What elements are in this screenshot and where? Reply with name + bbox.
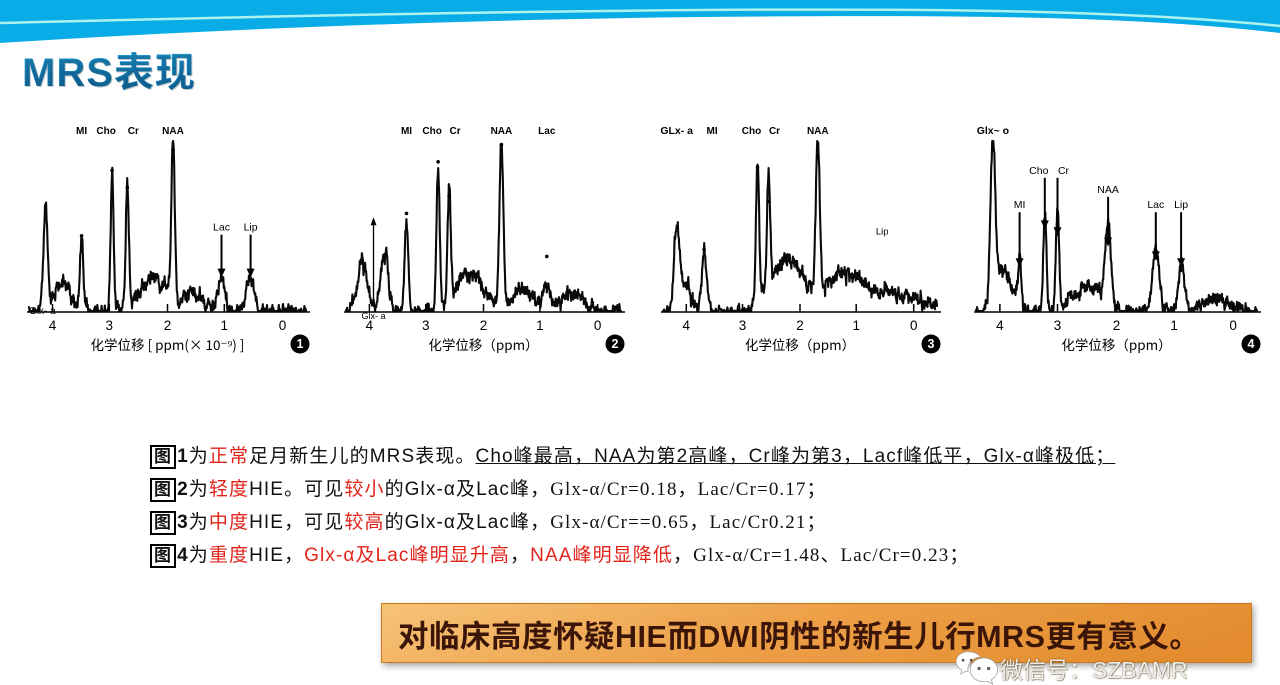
svg-text:1: 1	[1170, 318, 1178, 333]
svg-text:4: 4	[683, 318, 691, 333]
svg-text:4: 4	[1248, 337, 1255, 351]
svg-text:0: 0	[279, 318, 287, 333]
svg-text:化学位移 [ ppm(× 10⁻⁹) ]: 化学位移 [ ppm(× 10⁻⁹) ]	[91, 334, 245, 354]
svg-text:Lac: Lac	[538, 126, 556, 137]
svg-text:Glx~ o: Glx~ o	[977, 125, 1009, 137]
svg-text:MI: MI	[707, 126, 718, 137]
svg-text:2: 2	[164, 318, 172, 333]
svg-text:3: 3	[739, 318, 747, 333]
svg-text:MI: MI	[76, 126, 87, 137]
svg-text:NAA: NAA	[807, 126, 829, 137]
svg-text:Glx- a: Glx- a	[361, 311, 385, 321]
svg-text:0: 0	[594, 318, 602, 333]
svg-text:3: 3	[1054, 318, 1062, 333]
svg-text:2: 2	[796, 318, 804, 333]
svg-text:2: 2	[480, 318, 488, 333]
svg-text:NAA: NAA	[491, 126, 513, 137]
svg-text:NAA: NAA	[162, 126, 184, 137]
svg-text:1: 1	[221, 318, 229, 333]
svg-text:Lip: Lip	[1174, 199, 1188, 211]
svg-text:4: 4	[49, 318, 57, 333]
svg-text:Lip: Lip	[244, 222, 258, 234]
svg-text:Cr: Cr	[128, 126, 139, 137]
svg-text:化学位移（ppm）: 化学位移（ppm）	[428, 334, 538, 354]
svg-text:MI: MI	[1014, 199, 1026, 211]
svg-text:1: 1	[297, 337, 304, 351]
svg-text:化学位移（ppm）: 化学位移（ppm）	[745, 334, 855, 354]
svg-text:4: 4	[996, 318, 1004, 333]
svg-text:3: 3	[106, 318, 114, 333]
svg-text:Lip: Lip	[876, 227, 889, 238]
svg-text:Lac: Lac	[1147, 199, 1164, 211]
svg-text:1: 1	[852, 318, 860, 333]
svg-text:Lac: Lac	[213, 222, 230, 234]
svg-text:Cho: Cho	[96, 126, 115, 137]
svg-text:Cho: Cho	[1029, 165, 1048, 177]
svg-text:NAA: NAA	[1097, 184, 1119, 196]
svg-text:2: 2	[612, 337, 619, 351]
svg-text:Cr: Cr	[1058, 165, 1070, 177]
svg-text:GLx- a: GLx- a	[660, 125, 693, 137]
svg-text:0: 0	[910, 318, 918, 333]
svg-text:Cho: Cho	[422, 126, 441, 137]
svg-text:0: 0	[1229, 318, 1237, 333]
svg-text:Glx- a: Glx- a	[29, 306, 56, 317]
svg-text:3: 3	[422, 318, 430, 333]
svg-text:3: 3	[928, 337, 935, 351]
svg-text:Cr: Cr	[769, 126, 780, 137]
svg-text:MI: MI	[401, 126, 412, 137]
svg-text:Cho: Cho	[742, 126, 761, 137]
svg-text:1: 1	[536, 318, 544, 333]
svg-text:2: 2	[1113, 318, 1121, 333]
svg-text:化学位移（ppm）: 化学位移（ppm）	[1061, 334, 1171, 354]
svg-text:Cr: Cr	[450, 126, 461, 137]
